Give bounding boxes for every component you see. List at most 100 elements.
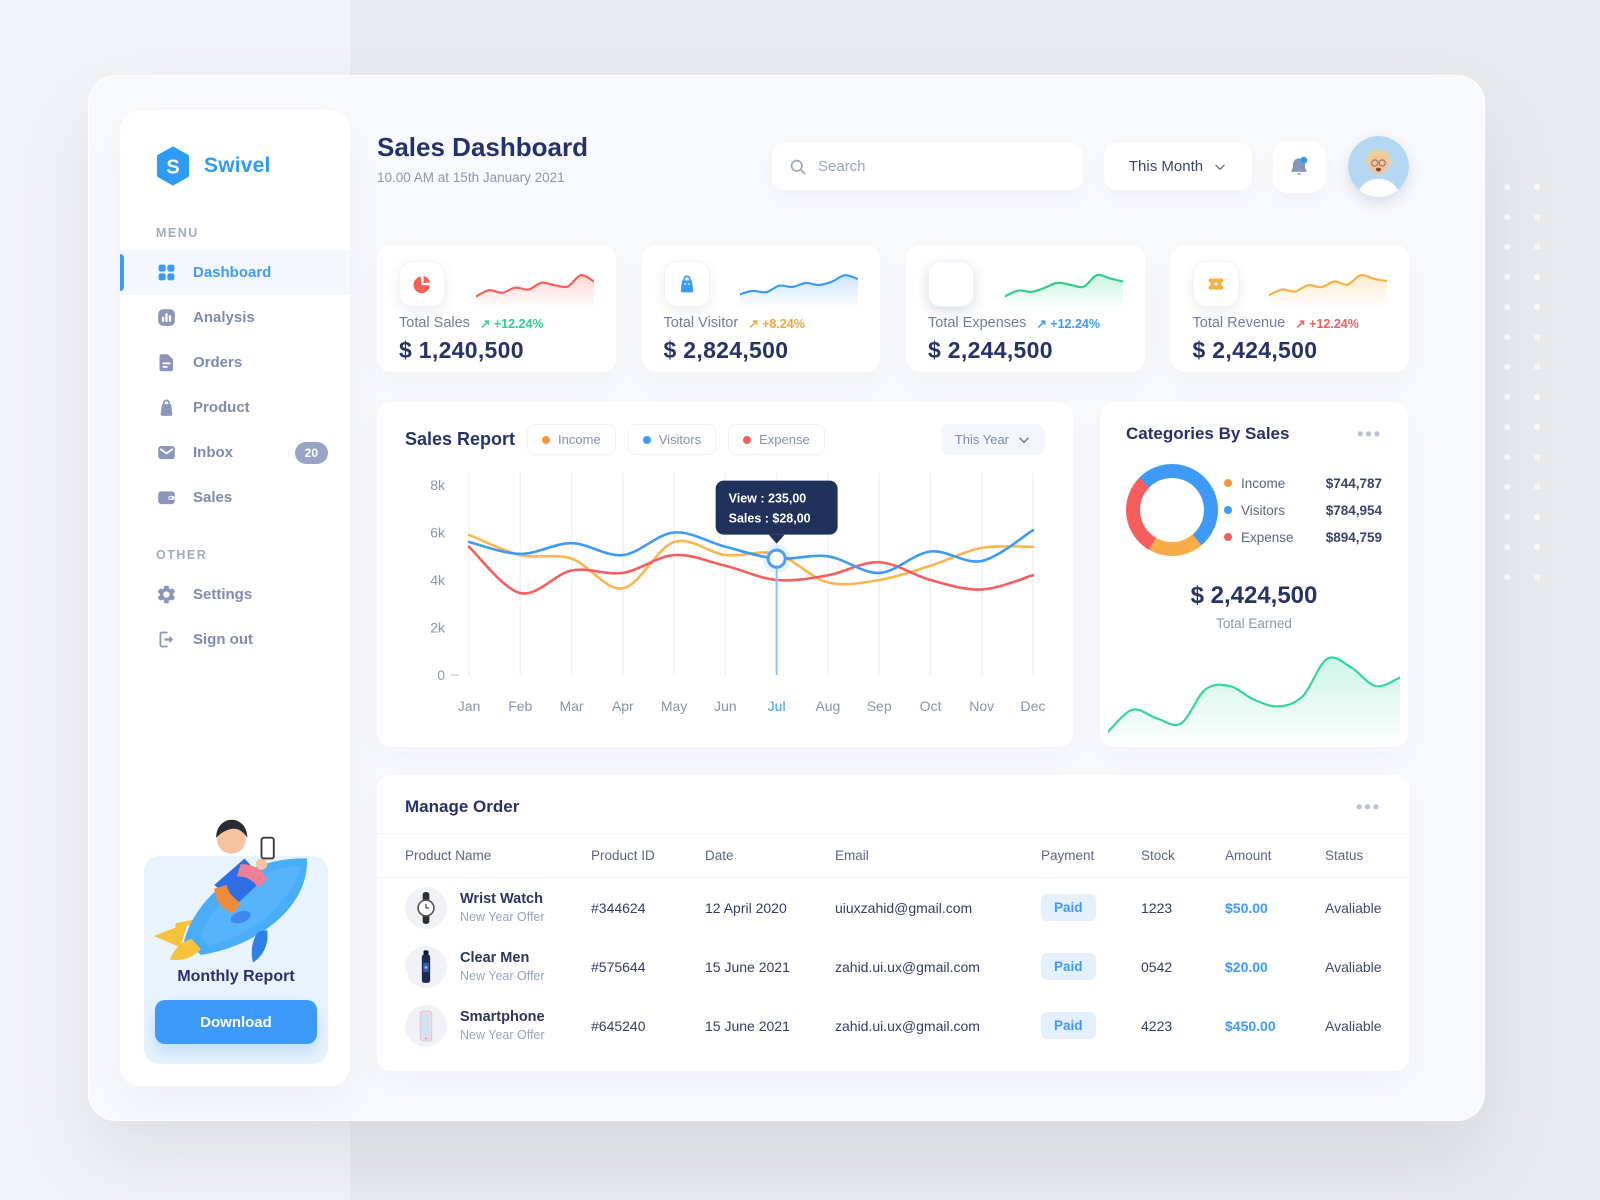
- order-date: 15 June 2021: [705, 958, 790, 975]
- status-value: Avaliable: [1325, 958, 1382, 975]
- table-row[interactable]: Clear Men New Year Offer #575644 15 June…: [377, 937, 1409, 996]
- sidebar-item-settings[interactable]: Settings: [120, 572, 350, 617]
- legend-income[interactable]: Income: [527, 424, 616, 455]
- svg-text:0: 0: [437, 667, 445, 683]
- decorative-dots: [1492, 172, 1540, 604]
- total-earned-label: Total Earned: [1216, 616, 1292, 631]
- payment-badge: Paid: [1041, 1012, 1096, 1039]
- stat-value: $ 1,240,500: [399, 337, 524, 363]
- legend-label: Visitors: [658, 432, 702, 447]
- stat-label: Total Sales: [399, 315, 470, 331]
- bar-chart-icon: [156, 307, 177, 328]
- other-section-label: OTHER: [156, 548, 208, 562]
- stat-label: Total Revenue: [1192, 315, 1286, 331]
- sales-line-chart[interactable]: 0 2k 4k 6k 8k Jan Feb Mar Apr May Jun Jul Aug Sep Oct N…: [405, 457, 1045, 743]
- table-row[interactable]: Smartphone New Year Offer #645240 15 Jun…: [377, 996, 1409, 1055]
- legend-value: $784,954: [1325, 502, 1382, 518]
- notifications-button[interactable]: [1273, 141, 1325, 193]
- chevron-down-icon: [1213, 160, 1227, 174]
- revenue-sparkline: [1269, 273, 1387, 309]
- expenses-sparkline: [1004, 273, 1123, 309]
- swivel-logo-icon: S: [157, 146, 189, 186]
- sidebar-item-label: Settings: [193, 586, 253, 603]
- total-earned-value: $ 2,424,500: [1190, 582, 1318, 609]
- sidebar-item-label: Orders: [193, 354, 243, 371]
- svg-text:6k: 6k: [430, 525, 446, 541]
- user-avatar[interactable]: [1348, 136, 1409, 197]
- product-offer: New Year Offer: [460, 1028, 545, 1042]
- svg-text:Jan: Jan: [458, 698, 481, 714]
- col-date: Date: [705, 848, 734, 863]
- search-icon: [790, 159, 806, 174]
- sidebar-item-label: Inbox: [193, 444, 233, 461]
- status-value: Avaliable: [1325, 1017, 1382, 1034]
- categories-title: Categories By Sales: [1126, 424, 1290, 443]
- svg-text:Sep: Sep: [867, 698, 892, 714]
- product-id: #645240: [591, 1017, 646, 1034]
- sidebar-item-label: Analysis: [193, 309, 255, 326]
- bottle-thumbnail: [405, 945, 447, 988]
- more-options-icon[interactable]: •••: [1357, 424, 1382, 444]
- sidebar-item-sales[interactable]: Sales: [120, 475, 350, 520]
- svg-text:Sales : $28,00: Sales : $28,00: [729, 512, 811, 526]
- stat-label: Total Expenses: [928, 315, 1027, 331]
- legend-label: Income: [558, 432, 601, 447]
- legend-visitors[interactable]: Visitors: [627, 424, 717, 455]
- svg-text:Apr: Apr: [612, 698, 634, 714]
- gear-icon: [156, 584, 177, 605]
- product-offer: New Year Offer: [460, 969, 545, 983]
- page-title: Sales Dashboard: [377, 132, 588, 162]
- svg-text:S: S: [166, 157, 179, 179]
- monthly-report-card: Monthly Report Download: [144, 819, 328, 1064]
- legend-value: $894,759: [1325, 529, 1382, 545]
- sidebar: S Swivel MENU Dashboard Analysis Orders: [120, 110, 350, 1086]
- svg-text:Feb: Feb: [508, 698, 532, 714]
- document-icon: [156, 352, 177, 373]
- page-head: Sales Dashboard 10.00 AM at 15th January…: [377, 132, 588, 185]
- year-period-select[interactable]: This Year: [940, 424, 1045, 455]
- amount-value: $450.00: [1225, 1017, 1276, 1034]
- search-box: [772, 143, 1083, 190]
- stat-delta: ↗ +12.24%: [479, 316, 544, 331]
- col-product-id: Product ID: [591, 848, 655, 863]
- legend-expense[interactable]: Expense: [728, 424, 825, 455]
- stat-card-total-visitor: Total Visitor ↗ +8.24% $ 2,824,500: [641, 245, 880, 372]
- inbox-count-badge: 20: [294, 441, 328, 464]
- sign-out-icon: [156, 629, 177, 650]
- sidebar-item-label: Sales: [193, 489, 233, 506]
- sidebar-item-inbox[interactable]: Inbox 20: [120, 430, 350, 475]
- bell-icon: [1291, 156, 1308, 175]
- search-input[interactable]: [818, 158, 1067, 175]
- svg-text:Mar: Mar: [559, 698, 583, 714]
- svg-text:Dec: Dec: [1021, 698, 1045, 714]
- legend-row-visitors: Visitors $784,954: [1224, 503, 1382, 518]
- svg-text:2k: 2k: [430, 620, 446, 636]
- stat-delta: ↗ +12.24%: [1295, 316, 1359, 331]
- avatar-image: [1348, 136, 1409, 197]
- ticket-icon: [1192, 261, 1239, 307]
- svg-text:4k: 4k: [430, 572, 446, 588]
- svg-text:Jun: Jun: [714, 698, 737, 714]
- sidebar-item-orders[interactable]: Orders: [120, 340, 350, 385]
- menu-section-label: MENU: [156, 226, 199, 240]
- smartphone-thumbnail: [405, 1004, 447, 1047]
- more-options-icon[interactable]: •••: [1356, 797, 1381, 817]
- month-period-select[interactable]: This Month: [1104, 143, 1252, 190]
- sidebar-item-signout[interactable]: Sign out: [120, 617, 350, 662]
- expense-dot: [1224, 533, 1232, 541]
- brand-logo[interactable]: S Swivel: [120, 110, 350, 186]
- col-product-name: Product Name: [405, 848, 492, 863]
- download-button[interactable]: Download: [155, 1000, 317, 1044]
- sidebar-item-product[interactable]: Product: [120, 385, 350, 430]
- sidebar-item-analysis[interactable]: Analysis: [120, 295, 350, 340]
- status-value: Avaliable: [1325, 899, 1382, 916]
- sales-report-title: Sales Report: [405, 429, 516, 449]
- income-dot: [1224, 479, 1232, 487]
- table-row[interactable]: Wrist Watch New Year Offer #344624 12 Ap…: [377, 878, 1409, 937]
- brand-name: Swivel: [204, 154, 271, 177]
- svg-text:Oct: Oct: [920, 698, 942, 714]
- sidebar-item-dashboard[interactable]: Dashboard: [120, 250, 350, 295]
- svg-text:Nov: Nov: [969, 698, 994, 714]
- stat-value: $ 2,824,500: [663, 337, 789, 363]
- stat-cards-row: Total Sales ↗ +12.24% $ 1,240,500 Total …: [377, 245, 1409, 372]
